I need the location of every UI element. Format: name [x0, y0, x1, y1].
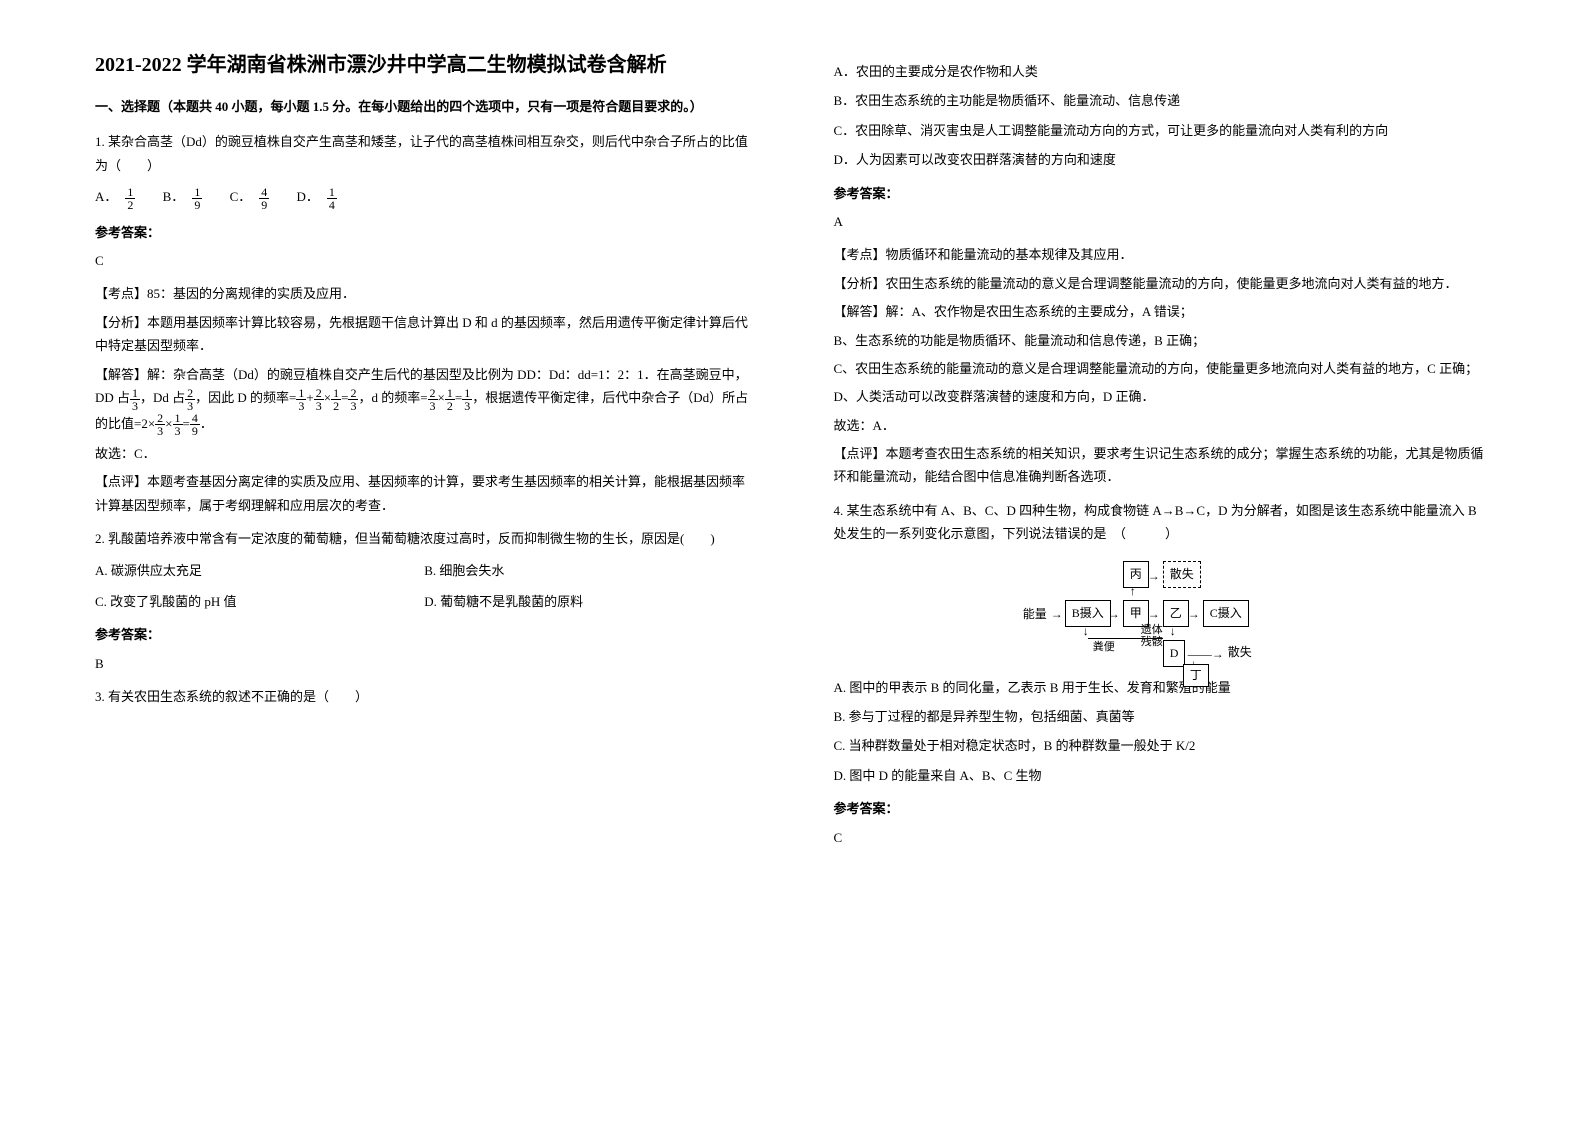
q3-exp4: B、生态系统的功能是物质循环、能量流动和信息传递，B 正确； [834, 329, 1493, 352]
q2-text: 2. 乳酸菌培养液中常含有一定浓度的葡萄糖，但当葡萄糖浓度过高时，反而抑制微生物… [95, 527, 754, 550]
q3-exp1: 【考点】物质循环和能量流动的基本规律及其应用． [834, 243, 1493, 266]
question-1: 1. 某杂合高茎（Dd）的豌豆植株自交产生高茎和矮茎，让子代的高茎植株间相互杂交… [95, 130, 754, 517]
q3-exp7: 故选：A． [834, 414, 1493, 437]
section-header: 一、选择题（本题共 40 小题，每小题 1.5 分。在每小题给出的四个选项中，只… [95, 95, 754, 118]
q1-opt-a: A．12 [95, 189, 151, 204]
q3-opt-b: B．农田生态系统的主功能是物质循环、能量流动、信息传递 [834, 89, 1493, 112]
right-column: A．农田的主要成分是农作物和人类 B．农田生态系统的主功能是物质循环、能量流动、… [794, 0, 1587, 1122]
q3-exp3: 【解答】解：A、农作物是农田生态系统的主要成分，A 错误； [834, 300, 1493, 323]
q2-options-row2: C. 改变了乳酸菌的 pH 值 D. 葡萄糖不是乳酸菌的原料 [95, 590, 754, 613]
q3-text: 3. 有关农田生态系统的叙述不正确的是（ ） [95, 685, 754, 708]
diagram-line [1088, 638, 1163, 639]
q3-answer: A [834, 210, 1493, 233]
q4-opt-b: B. 参与丁过程的都是异养型生物，包括细菌、真菌等 [834, 705, 1493, 728]
q2-answer: B [95, 652, 754, 675]
q3-answer-label: 参考答案： [834, 182, 1493, 205]
arrow-icon: → [1148, 566, 1160, 588]
diagram-sanshi2: 散失 [1228, 642, 1252, 664]
arrow-icon: → [1108, 604, 1120, 626]
q4-answer-label: 参考答案： [834, 797, 1493, 820]
q1-exp2: 【分析】本题用基因频率计算比较容易，先根据题干信息计算出 D 和 d 的基因频率… [95, 311, 754, 358]
diagram-sanshi1: 散失 [1163, 561, 1201, 589]
q1-opt-c: C．49 [230, 189, 286, 204]
q2-opt-c: C. 改变了乳酸菌的 pH 值 [95, 590, 424, 613]
arrow-icon: → [1188, 604, 1200, 626]
diagram-bing: 丙 [1123, 561, 1149, 589]
q2-opt-b: B. 细胞会失水 [424, 559, 753, 582]
q3-exp5: C、农田生态系统的能量流动的意义是合理调整能量流动的方向，使能量更多地流向对人类… [834, 357, 1493, 380]
question-2: 2. 乳酸菌培养液中常含有一定浓度的葡萄糖，但当葡萄糖浓度过高时，反而抑制微生物… [95, 527, 754, 675]
q3-opt-a: A．农田的主要成分是农作物和人类 [834, 60, 1493, 83]
diagram-fenbian: 粪便 [1093, 638, 1115, 658]
q2-opt-d: D. 葡萄糖不是乳酸菌的原料 [424, 590, 753, 613]
q3-exp6: D、人类活动可以改变群落演替的速度和方向，D 正确． [834, 385, 1493, 408]
arrow-down-icon: ↓ [1083, 621, 1089, 643]
q1-opt-d: D．14 [296, 189, 352, 204]
q3-exp8: 【点评】本题考查农田生态系统的相关知识，要求考生识记生态系统的成分；掌握生态系统… [834, 442, 1493, 489]
q3-exp2: 【分析】农田生态系统的能量流动的意义是合理调整能量流动的方向，使能量更多地流向对… [834, 272, 1493, 295]
q1-exp1: 【考点】85：基因的分离规律的实质及应用． [95, 282, 754, 305]
q2-opt-a: A. 碳源供应太充足 [95, 559, 424, 582]
question-3-cont: A．农田的主要成分是农作物和人类 B．农田生态系统的主功能是物质循环、能量流动、… [834, 60, 1493, 489]
q1-exp5: 【点评】本题考查基因分离定律的实质及应用、基因频率的计算，要求考生基因频率的相关… [95, 470, 754, 517]
q2-options-row1: A. 碳源供应太充足 B. 细胞会失水 [95, 559, 754, 582]
q1-exp3: 【解答】解：杂合高茎（Dd）的豌豆植株自交产生后代的基因型及比例为 DD：Dd：… [95, 363, 754, 437]
left-column: 2021-2022 学年湖南省株洲市漂沙井中学高二生物模拟试卷含解析 一、选择题… [0, 0, 794, 1122]
q1-opt-b: B．19 [163, 189, 219, 204]
q4-opt-a: A. 图中的甲表示 B 的同化量，乙表示 B 用于生长、发育和繁殖的能量 [834, 676, 1493, 699]
arrow-icon: → [1051, 604, 1063, 626]
question-3-start: 3. 有关农田生态系统的叙述不正确的是（ ） [95, 685, 754, 708]
diagram-ding: 丁 [1183, 664, 1209, 688]
q1-answer: C [95, 249, 754, 272]
q4-text: 4. 某生态系统中有 A、B、C、D 四种生物，构成食物链 A→B→C，D 为分… [834, 499, 1493, 546]
question-4: 4. 某生态系统中有 A、B、C、D 四种生物，构成食物链 A→B→C，D 为分… [834, 499, 1493, 849]
diagram-yi: 乙 [1163, 600, 1189, 628]
document-title: 2021-2022 学年湖南省株洲市漂沙井中学高二生物模拟试卷含解析 [95, 50, 754, 80]
q1-exp4: 故选：C． [95, 442, 754, 465]
q3-opt-d: D．人为因素可以改变农田群落演替的方向和速度 [834, 148, 1493, 171]
energy-flow-diagram: 能量 → B摄入 → 甲 → 乙 → C摄入 ↑ 丙 → 散失 ↓ 粪便 ↓ 遗… [1023, 556, 1303, 666]
q1-text: 1. 某杂合高茎（Dd）的豌豆植株自交产生高茎和矮茎，让子代的高茎植株间相互杂交… [95, 130, 754, 177]
q3-opt-c: C．农田除草、消灭害虫是人工调整能量流动方向的方式，可让更多的能量流向对人类有利… [834, 119, 1493, 142]
q4-opt-c: C. 当种群数量处于相对稳定状态时，B 的种群数量一般处于 K/2 [834, 734, 1493, 757]
q1-answer-label: 参考答案： [95, 221, 754, 244]
q4-opt-d: D. 图中 D 的能量来自 A、B、C 生物 [834, 764, 1493, 787]
diagram-canhai: 残骸 [1141, 633, 1163, 653]
q2-answer-label: 参考答案： [95, 623, 754, 646]
q4-answer: C [834, 826, 1493, 849]
q1-options: A．12 B．19 C．49 D．14 [95, 185, 754, 211]
diagram-c-intake: C摄入 [1203, 600, 1249, 628]
diagram-energy-label: 能量 [1023, 604, 1047, 626]
